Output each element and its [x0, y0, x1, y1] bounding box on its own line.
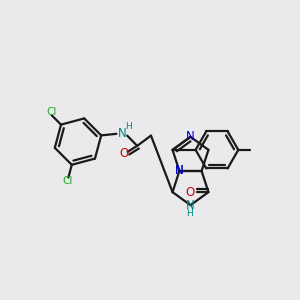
Text: O: O [119, 148, 129, 160]
Text: N: N [118, 127, 127, 140]
Text: N: N [186, 130, 195, 143]
Text: H: H [125, 122, 132, 131]
Text: N: N [175, 164, 184, 178]
Text: H: H [187, 209, 193, 218]
Text: O: O [186, 186, 195, 199]
Text: N: N [186, 199, 195, 212]
Text: N: N [175, 164, 184, 178]
Text: Cl: Cl [46, 107, 56, 117]
Text: Cl: Cl [63, 176, 73, 186]
